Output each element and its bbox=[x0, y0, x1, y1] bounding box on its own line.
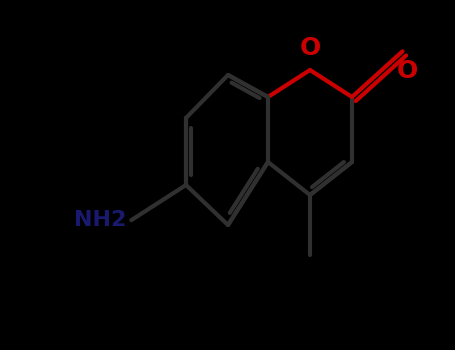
Text: O: O bbox=[397, 60, 418, 83]
Text: NH2: NH2 bbox=[74, 210, 126, 230]
Text: O: O bbox=[299, 36, 321, 60]
